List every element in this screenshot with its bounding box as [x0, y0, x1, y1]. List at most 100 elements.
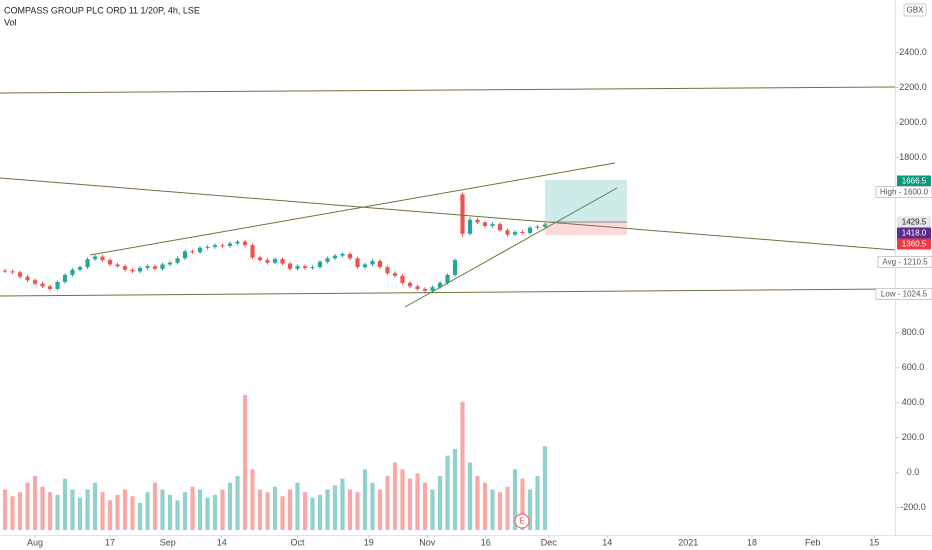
volume-bar — [512, 469, 518, 530]
volume-bar — [362, 469, 368, 530]
volume-bar — [295, 482, 300, 530]
candle-body — [235, 241, 240, 244]
volume-bar — [542, 446, 548, 530]
volume-bar — [137, 503, 143, 530]
volume-bar — [437, 476, 443, 530]
candle-body — [370, 260, 375, 265]
trend-line — [89, 162, 616, 256]
volume-bar — [325, 489, 330, 530]
y-tick-label: 0.0 — [907, 467, 920, 477]
candle-body — [227, 243, 233, 247]
candle-body — [475, 219, 480, 223]
candle-body — [452, 260, 458, 275]
candle-body — [505, 230, 510, 235]
chart-subtitle: Vol — [4, 17, 17, 27]
volume-bar — [242, 395, 248, 530]
x-tick-label: Sep — [160, 537, 176, 547]
volume-bar — [85, 489, 90, 530]
volume-bar — [340, 478, 345, 530]
volume-bar — [70, 489, 75, 530]
volume-bar — [235, 476, 240, 530]
x-tick-label: 17 — [105, 537, 115, 547]
trend-line — [0, 177, 896, 251]
x-tick-label: Feb — [805, 537, 821, 547]
price-label-box — [877, 256, 932, 268]
x-tick-label: Nov — [419, 537, 436, 547]
candle-body — [295, 266, 300, 269]
volume-bar — [107, 500, 113, 530]
candle-body — [182, 251, 188, 259]
volume-bar — [212, 494, 218, 530]
price-label-box — [897, 227, 931, 239]
volume-bar — [55, 494, 60, 530]
price-label-box — [875, 288, 932, 300]
volume-bar — [32, 476, 38, 530]
candle-body — [17, 272, 23, 277]
candle-body — [250, 245, 255, 258]
price-label-box — [897, 216, 931, 228]
volume-bar — [302, 492, 308, 530]
volume-bar — [317, 494, 323, 530]
candle-body — [220, 245, 225, 247]
volume-bar — [220, 489, 225, 530]
x-tick-label: 14 — [602, 537, 612, 547]
candle-body — [10, 271, 15, 273]
y-tick-label: 200.0 — [902, 432, 925, 442]
y-tick-label: 400.0 — [902, 397, 925, 407]
candle-body — [25, 276, 30, 281]
y-tick-label: 800.0 — [902, 327, 925, 337]
currency-box — [903, 3, 927, 17]
volume-bar — [310, 497, 315, 530]
candle-body — [535, 226, 540, 228]
x-tick-label: 15 — [869, 537, 879, 547]
event-label: E — [519, 517, 524, 526]
volume-bar — [205, 497, 210, 530]
candle-body — [415, 286, 420, 289]
volume-bar — [25, 482, 30, 530]
candle-body — [55, 281, 60, 289]
price-label: Avg - 1210.5 — [882, 258, 928, 267]
candle-body — [212, 245, 218, 247]
volume-bar — [10, 496, 15, 530]
volume-bar — [197, 489, 203, 530]
candle-body — [160, 264, 165, 269]
event-marker — [514, 513, 530, 529]
candle-body — [400, 275, 405, 283]
volume-bar — [497, 492, 503, 530]
volume-bar — [122, 489, 128, 530]
volume-bar — [115, 494, 120, 530]
x-tick-label: Aug — [27, 537, 43, 547]
price-label-box — [897, 238, 931, 250]
candle-body — [527, 227, 533, 233]
candle-body — [287, 263, 293, 269]
candle-body — [205, 246, 210, 248]
y-tick-label: 1800.0 — [899, 152, 927, 162]
candle-body — [542, 224, 548, 227]
volume-bar — [190, 486, 195, 530]
volume-bar — [505, 486, 510, 530]
candle-body — [310, 267, 315, 269]
trend-line — [0, 288, 896, 297]
volume-bar — [175, 500, 180, 530]
candle-body — [362, 264, 368, 268]
candle-body — [302, 266, 308, 268]
candle-body — [422, 288, 428, 291]
y-tick-label: 2200.0 — [899, 82, 927, 92]
volume-bar — [415, 473, 420, 530]
price-label: Low - 1024.5 — [881, 290, 928, 299]
candle-body — [175, 258, 180, 263]
candle-body — [437, 282, 443, 288]
volume-bar — [385, 476, 390, 530]
volume-bar — [40, 486, 45, 530]
volume-bar — [152, 482, 158, 530]
volume-bar — [445, 455, 450, 530]
drawings — [0, 86, 896, 308]
candle-body — [62, 274, 68, 282]
x-tick-label: 18 — [747, 537, 757, 547]
volume-bar — [467, 462, 473, 530]
candle-body — [392, 273, 398, 276]
candle-body — [355, 258, 360, 268]
volume-bar — [2, 489, 8, 530]
candle-body — [152, 266, 158, 269]
volume-bar — [287, 489, 293, 530]
